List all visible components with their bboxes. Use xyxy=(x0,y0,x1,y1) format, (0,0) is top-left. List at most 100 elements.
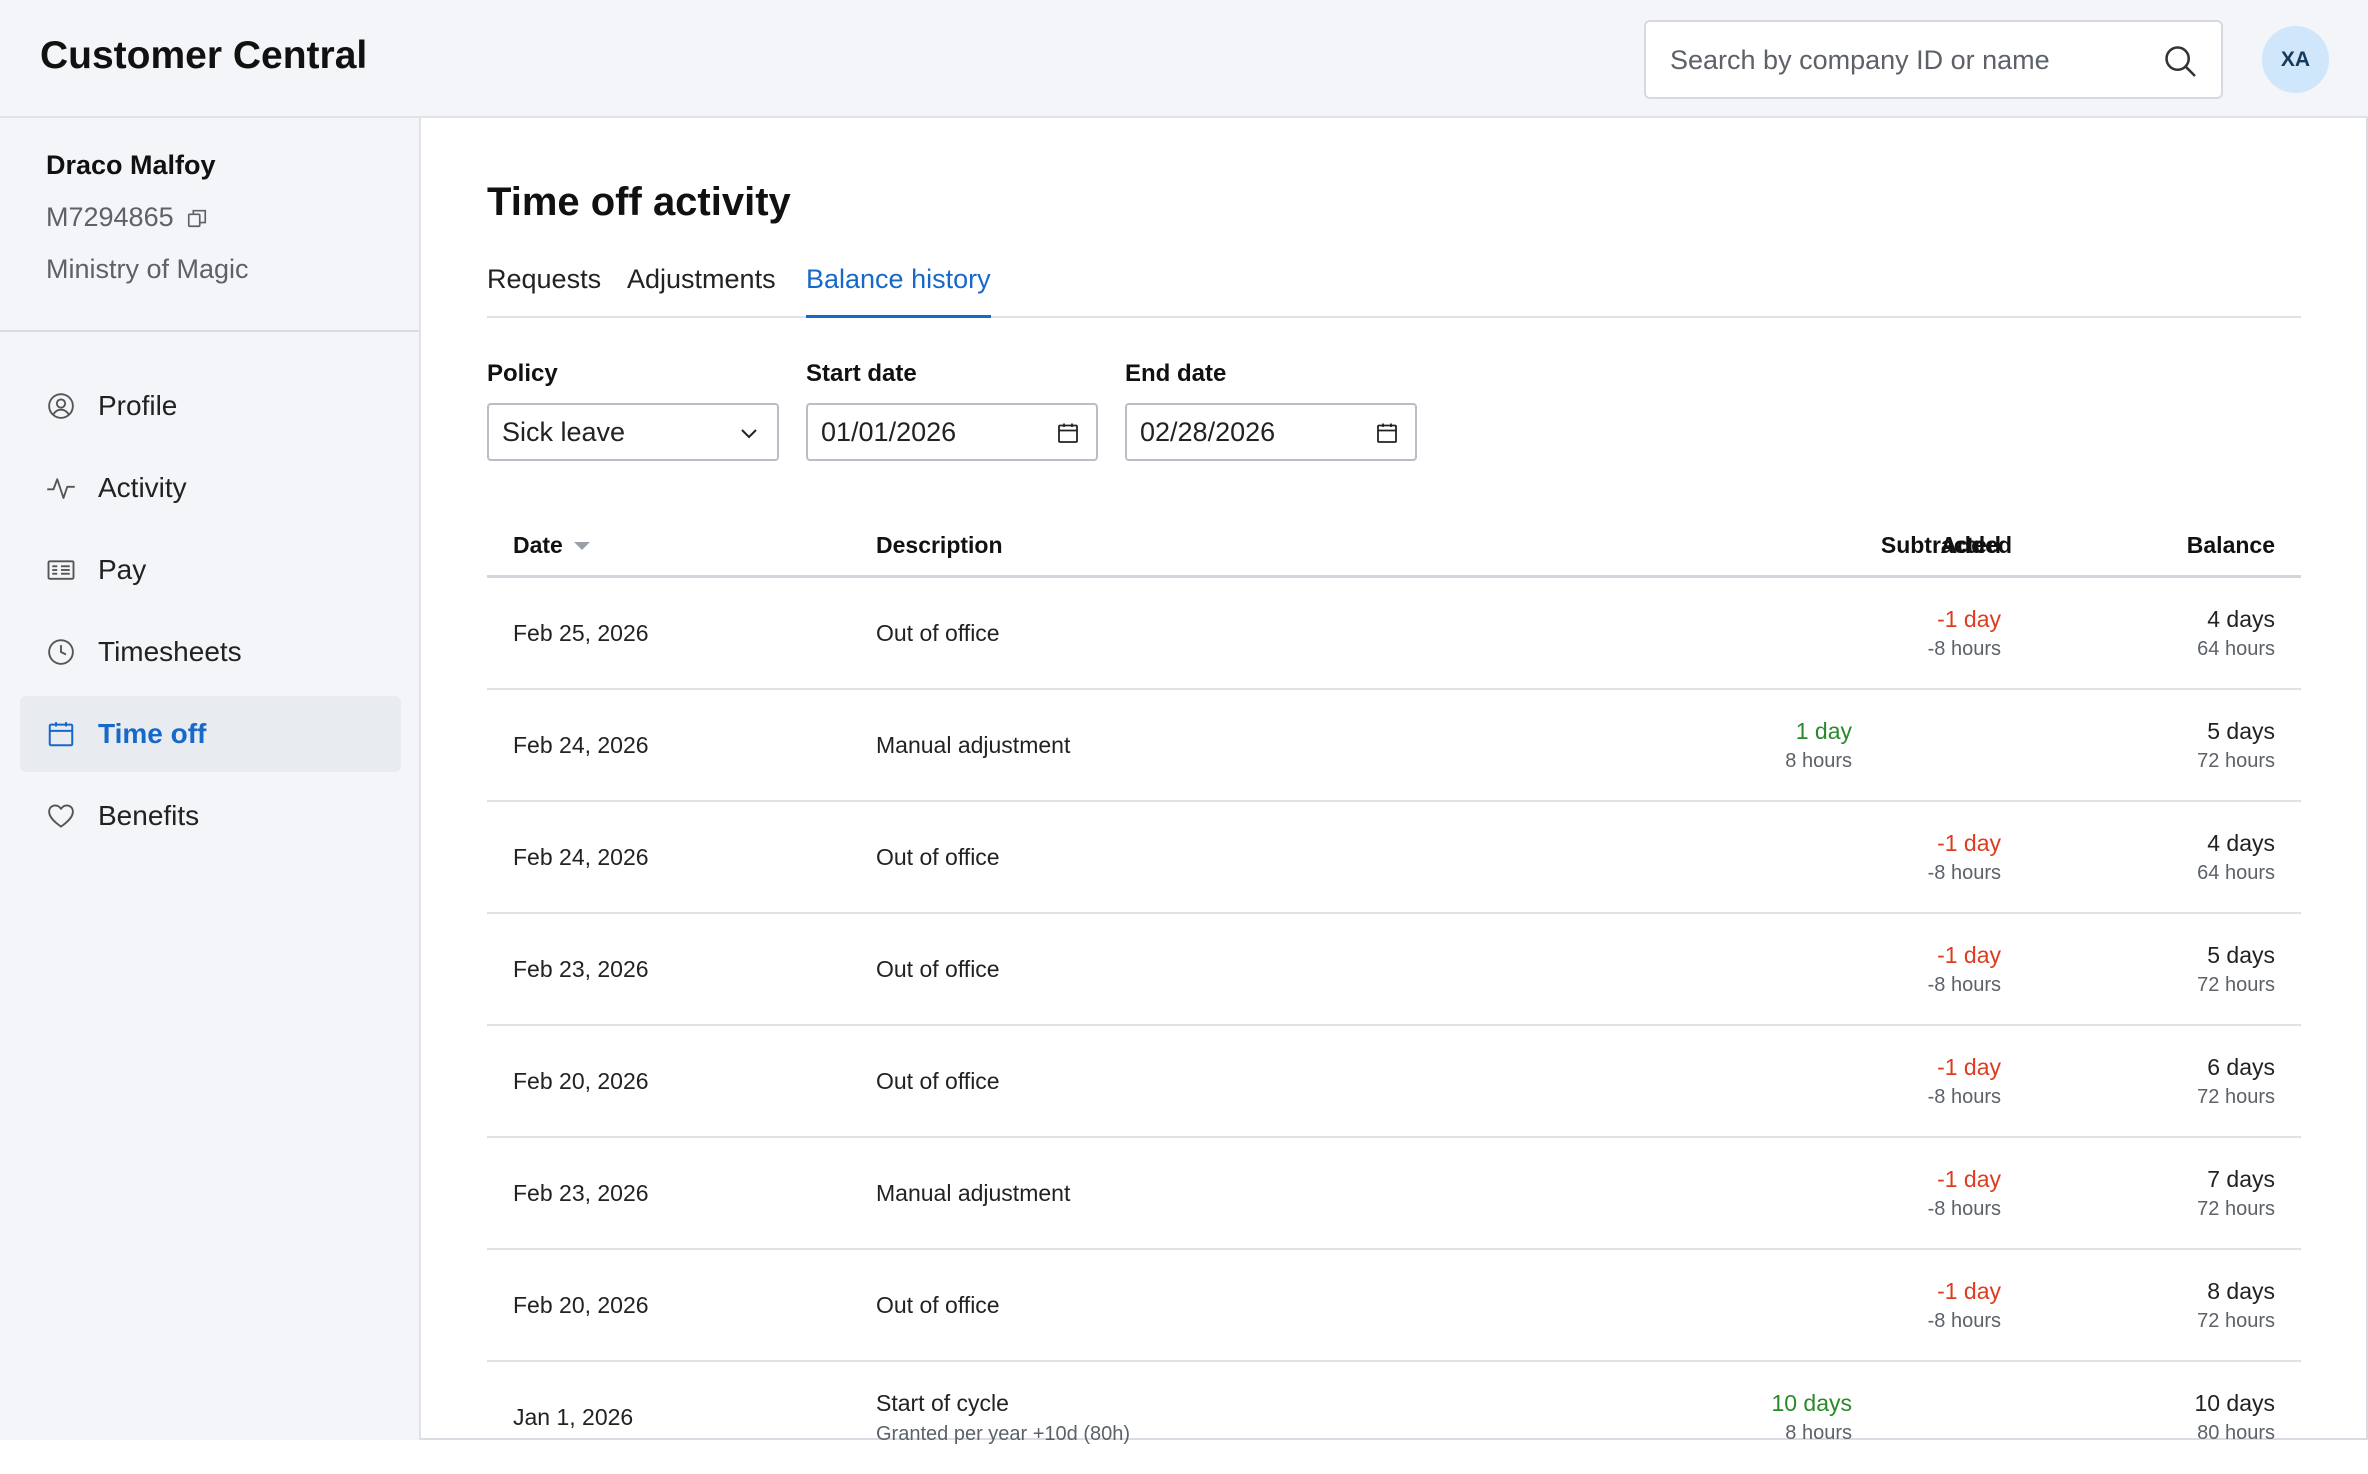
sidebar-item-profile[interactable]: Profile xyxy=(20,368,401,444)
search-icon[interactable] xyxy=(2161,42,2199,80)
row-description: Out of office xyxy=(876,1292,1000,1318)
balance-hours: 72 hours xyxy=(2197,1086,2275,1108)
page-title: Time off activity xyxy=(487,180,791,224)
tab-balance-history[interactable]: Balance history xyxy=(806,264,991,318)
clock-icon xyxy=(48,639,74,665)
calendar-icon[interactable] xyxy=(1056,421,1080,445)
employee-id: M7294865 xyxy=(46,202,174,232)
end-date-label: End date xyxy=(1125,360,1227,387)
employee-summary: Draco Malfoy M7294865 Ministry of Magic xyxy=(0,118,419,332)
user-circle-icon xyxy=(48,393,74,419)
column-header-date[interactable]: Date xyxy=(513,532,591,559)
column-header-label: Date xyxy=(513,532,563,558)
chevron-down-icon xyxy=(741,429,757,439)
row-subtracted: -1 day -8 hours xyxy=(1801,830,2001,885)
column-header-balance: Balance xyxy=(2186,532,2275,558)
pay-stub-icon xyxy=(47,560,75,580)
main-content: Time off activity Requests Adjustments B… xyxy=(487,118,2301,1445)
table-row: Feb 20, 2026 Out of office -1 day -8 hours 8… xyxy=(487,1250,2301,1362)
row-description: Out of office xyxy=(876,620,1000,646)
balance-days: 4 days xyxy=(2207,606,2275,632)
row-added: 10 days 8 hours xyxy=(1652,1390,1852,1445)
added-days: 1 day xyxy=(1795,718,1852,744)
start-date-value: 01/01/2026 xyxy=(821,416,957,447)
row-subtracted: -1 day -8 hours xyxy=(1801,606,2001,661)
row-balance: 5 days 72 hours xyxy=(2075,942,2275,997)
row-description: Manual adjustment xyxy=(876,1180,1071,1206)
sidebar-item-benefits[interactable]: Benefits xyxy=(20,778,401,854)
subtracted-hours: -8 hours xyxy=(1927,974,2001,996)
row-date: Feb 24, 2026 xyxy=(513,844,649,870)
balance-days: 5 days xyxy=(2207,942,2275,968)
row-description-cell: Out of office xyxy=(876,1068,1000,1095)
row-description: Out of office xyxy=(876,1068,1000,1094)
row-date: Feb 20, 2026 xyxy=(513,1068,649,1094)
row-balance: 7 days 72 hours xyxy=(2075,1166,2275,1221)
row-subtracted: -1 day -8 hours xyxy=(1801,1166,2001,1221)
subtracted-hours: -8 hours xyxy=(1927,862,2001,884)
row-date: Jan 1, 2026 xyxy=(513,1404,634,1430)
subtracted-days: -1 day xyxy=(1937,830,2001,856)
sidebar-item-label: Benefits xyxy=(98,800,200,831)
row-balance: 10 days 80 hours xyxy=(2075,1390,2275,1445)
column-header-subtracted: Subtracted xyxy=(1880,532,2001,558)
row-balance: 5 days 72 hours xyxy=(2075,718,2275,773)
row-description-cell: Out of office xyxy=(876,1292,1000,1319)
sidebar-item-time-off[interactable]: Time off xyxy=(20,696,401,772)
policy-label: Policy xyxy=(487,360,558,387)
search-box[interactable] xyxy=(1644,20,2223,99)
row-subtracted: -1 day -8 hours xyxy=(1801,1054,2001,1109)
row-date: Feb 20, 2026 xyxy=(513,1292,649,1318)
table-header: Date Description Added Subtracted Balanc… xyxy=(487,502,2301,578)
table-row: Feb 20, 2026 Out of office -1 day -8 hours 6… xyxy=(487,1026,2301,1138)
subtracted-days: -1 day xyxy=(1937,606,2001,632)
calendar-icon xyxy=(48,722,74,747)
tab-adjustments[interactable]: Adjustments xyxy=(627,264,776,294)
start-date-field[interactable]: 01/01/2026 xyxy=(806,403,1098,461)
row-description-cell: Start of cycle Granted per year +10d (80h… xyxy=(876,1390,1130,1446)
sidebar-item-label: Timesheets xyxy=(98,636,242,667)
balance-days: 4 days xyxy=(2207,830,2275,856)
row-date: Feb 23, 2026 xyxy=(513,1180,649,1206)
sidebar-item-pay[interactable]: Pay xyxy=(20,532,401,608)
end-date-field[interactable]: 02/28/2026 xyxy=(1125,403,1417,461)
subtracted-days: -1 day xyxy=(1937,1054,2001,1080)
balance-history-table: Date Description Added Subtracted Balanc… xyxy=(487,502,2301,1474)
row-description-cell: Manual adjustment xyxy=(876,1180,1070,1207)
table-row: Jan 1, 2026 Start of cycle Granted per yea… xyxy=(487,1362,2301,1474)
table-row: Feb 24, 2026 Out of office -1 day -8 hours 4… xyxy=(487,802,2301,914)
balance-days: 6 days xyxy=(2207,1054,2275,1080)
sidebar-item-timesheets[interactable]: Timesheets xyxy=(20,614,401,690)
row-description: Out of office xyxy=(876,956,1000,982)
sidebar-item-activity[interactable]: Activity xyxy=(20,450,401,526)
row-description: Out of office xyxy=(876,844,1000,870)
balance-days: 5 days xyxy=(2207,718,2275,744)
subtracted-days: -1 day xyxy=(1937,942,2001,968)
added-hours: 8 hours xyxy=(1785,750,1852,772)
search-input[interactable] xyxy=(1670,40,2140,80)
added-days: 10 days xyxy=(1771,1390,1852,1416)
sidebar-item-label: Profile xyxy=(98,390,178,421)
balance-hours: 80 hours xyxy=(2197,1422,2275,1444)
table-row: Feb 23, 2026 Manual adjustment -1 day -8 ho… xyxy=(487,1138,2301,1250)
balance-hours: 72 hours xyxy=(2197,750,2275,772)
copy-icon[interactable] xyxy=(186,207,208,229)
employee-organization: Ministry of Magic xyxy=(46,254,249,284)
calendar-icon[interactable] xyxy=(1375,421,1399,445)
policy-value: Sick leave xyxy=(502,416,626,447)
balance-hours: 72 hours xyxy=(2197,974,2275,996)
sort-descending-icon[interactable] xyxy=(573,540,591,552)
tab-requests[interactable]: Requests xyxy=(487,264,602,294)
row-date: Feb 23, 2026 xyxy=(513,956,649,982)
row-description-note: Granted per year +10d (80h) xyxy=(876,1423,1131,1445)
user-avatar[interactable]: XA xyxy=(2262,26,2329,93)
balance-hours: 72 hours xyxy=(2197,1198,2275,1220)
balance-days: 7 days xyxy=(2207,1166,2275,1192)
row-subtracted: -1 day -8 hours xyxy=(1801,1278,2001,1333)
policy-select[interactable]: Sick leave xyxy=(487,403,779,461)
activity-pulse-icon xyxy=(47,478,75,499)
table-row: Feb 24, 2026 Manual adjustment 1 day 8 hour… xyxy=(487,690,2301,802)
subtracted-hours: -8 hours xyxy=(1927,638,2001,660)
column-header-description: Description xyxy=(876,532,1003,558)
subtracted-hours: -8 hours xyxy=(1927,1086,2001,1108)
